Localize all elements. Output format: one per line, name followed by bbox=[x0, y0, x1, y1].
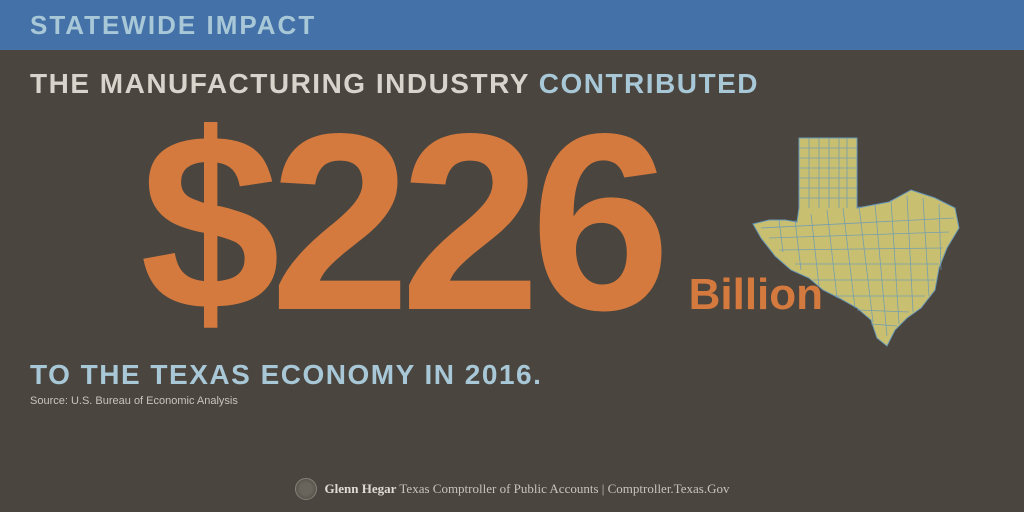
texas-map-icon bbox=[739, 120, 979, 360]
source-text: Source: U.S. Bureau of Economic Analysis bbox=[30, 395, 994, 407]
stat-value: $226 bbox=[140, 100, 661, 347]
seal-icon bbox=[295, 478, 317, 500]
footer-name: Glenn Hegar bbox=[325, 481, 397, 496]
subline: TO THE TEXAS ECONOMY IN 2016. bbox=[30, 359, 994, 391]
header-title: STATEWIDE IMPACT bbox=[30, 10, 316, 41]
footer: Glenn Hegar Texas Comptroller of Public … bbox=[0, 478, 1024, 500]
header-bar: STATEWIDE IMPACT bbox=[0, 0, 1024, 50]
footer-rest: Texas Comptroller of Public Accounts | C… bbox=[396, 481, 729, 496]
